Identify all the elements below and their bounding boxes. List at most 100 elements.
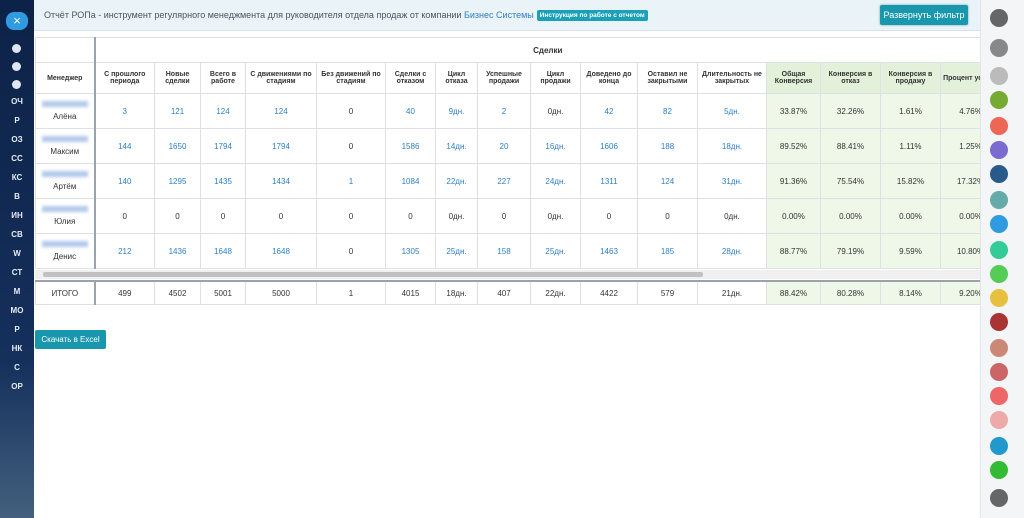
data-cell[interactable]: 1435	[200, 163, 246, 199]
data-cell[interactable]: 124	[637, 163, 698, 199]
data-cell[interactable]: 140	[94, 163, 155, 199]
data-cell[interactable]: 121	[154, 93, 201, 129]
data-cell: 0.00%	[766, 198, 821, 234]
data-cell[interactable]: 9дн.	[435, 93, 478, 129]
data-cell[interactable]: 1648	[200, 233, 246, 269]
avatar[interactable]	[990, 117, 1008, 135]
data-cell[interactable]: 28дн.	[697, 233, 767, 269]
data-cell[interactable]: 82	[637, 93, 698, 129]
avatar[interactable]	[990, 289, 1008, 307]
total-table: ИТОГО 499 4502 5001 5000 1 4015 18дн. 407 22дн. 44…	[35, 280, 980, 305]
avatar[interactable]	[990, 191, 1008, 209]
data-cell[interactable]: 18дн.	[697, 128, 767, 164]
avatar[interactable]	[990, 461, 1008, 479]
data-row: Максим 144 1650 1794 1794 0 1586 14дн. 20 16дн. 16…	[35, 128, 980, 164]
data-cell[interactable]: 5дн.	[697, 93, 767, 129]
data-cell: 17.32%	[939, 163, 980, 199]
sidebar-item[interactable]: СТ	[11, 268, 23, 277]
instruction-badge[interactable]: Инструкция по работе с отчетом	[536, 10, 648, 21]
avatar[interactable]	[990, 387, 1008, 405]
sidebar-item[interactable]: М	[13, 287, 21, 296]
avatar[interactable]	[990, 215, 1008, 233]
data-cell[interactable]: 124	[200, 93, 246, 129]
data-cell[interactable]: 20	[477, 128, 531, 164]
sidebar-item[interactable]: ОЗ	[11, 135, 23, 144]
data-cell[interactable]: 2	[477, 93, 531, 129]
avatar[interactable]	[990, 165, 1008, 183]
data-cell[interactable]: 1311	[580, 163, 638, 199]
close-button[interactable]: ×	[6, 12, 28, 30]
data-cell[interactable]: 1648	[245, 233, 317, 269]
avatar[interactable]	[990, 265, 1008, 283]
avatar[interactable]	[990, 9, 1008, 27]
scrollbar[interactable]	[35, 270, 980, 279]
avatar[interactable]	[990, 313, 1008, 331]
data-cell[interactable]: 14дн.	[435, 128, 478, 164]
header: Отчёт РОПа - инструмент регулярного мене…	[34, 0, 980, 31]
data-cell[interactable]: 158	[477, 233, 531, 269]
sidebar-item[interactable]: ИН	[11, 211, 23, 220]
data-cell[interactable]: 1295	[154, 163, 201, 199]
avatar[interactable]	[990, 339, 1008, 357]
avatar[interactable]	[990, 489, 1008, 507]
avatar[interactable]	[990, 39, 1008, 57]
data-cell[interactable]: 188	[637, 128, 698, 164]
sidebar-item[interactable]: ОЧ	[11, 97, 23, 106]
data-cell[interactable]: 1794	[200, 128, 246, 164]
company-link[interactable]: Бизнес Системы	[464, 10, 534, 20]
avatar[interactable]	[990, 67, 1008, 85]
data-cell[interactable]: 1586	[385, 128, 436, 164]
data-row: Денис 212 1436 1648 1648 0 1305 25дн. 158 25дн. 14…	[35, 233, 980, 269]
data-cell[interactable]: 212	[94, 233, 155, 269]
avatar[interactable]	[990, 363, 1008, 381]
data-cell[interactable]: 227	[477, 163, 531, 199]
data-cell[interactable]: 1305	[385, 233, 436, 269]
scroll-thumb[interactable]	[43, 272, 703, 277]
avatar[interactable]	[990, 411, 1008, 429]
data-cell[interactable]: 1436	[154, 233, 201, 269]
avatar[interactable]	[990, 241, 1008, 259]
filter-button[interactable]: Развернуть фильтр	[880, 5, 968, 25]
data-cell[interactable]: 124	[245, 93, 317, 129]
data-cell[interactable]: 25дн.	[435, 233, 478, 269]
data-cell[interactable]: 25дн.	[530, 233, 581, 269]
data-cell[interactable]: 1606	[580, 128, 638, 164]
sidebar-item[interactable]: OP	[11, 382, 23, 391]
table-wrap: Сделки Менеджер С прошлого периода Новые сд…	[35, 37, 980, 307]
sidebar-item[interactable]: МО	[10, 306, 24, 315]
sidebar-item[interactable]: Р	[14, 116, 20, 125]
data-cell[interactable]: 1463	[580, 233, 638, 269]
sidebar-item[interactable]: СВ	[11, 230, 23, 239]
excel-button[interactable]: Скачать в Excel	[35, 330, 106, 349]
avatar[interactable]	[990, 91, 1008, 109]
sidebar-item[interactable]: W	[13, 249, 21, 258]
sidebar-item[interactable]: КС	[11, 173, 23, 182]
data-cell[interactable]: 42	[580, 93, 638, 129]
avatar[interactable]	[990, 437, 1008, 455]
sidebar-item[interactable]: С	[14, 363, 20, 372]
column-header: Оставил не закрытыми	[637, 62, 698, 94]
data-cell[interactable]: 1084	[385, 163, 436, 199]
data-cell[interactable]: 40	[385, 93, 436, 129]
data-cell[interactable]: 185	[637, 233, 698, 269]
sidebar-item[interactable]: В	[14, 192, 20, 201]
data-cell[interactable]: 1	[316, 163, 386, 199]
sidebar-item[interactable]: НК	[11, 344, 23, 353]
data-cell[interactable]: 3	[94, 93, 155, 129]
manager-cell: Алёна	[35, 93, 96, 129]
data-cell: 1.61%	[880, 93, 941, 129]
data-cell[interactable]: 1650	[154, 128, 201, 164]
column-header: Конверсия в отказ	[820, 62, 881, 94]
manager-name: Максим	[50, 147, 80, 156]
data-cell[interactable]: 1434	[245, 163, 317, 199]
data-cell[interactable]: 22дн.	[435, 163, 478, 199]
sidebar-item[interactable]: СС	[11, 154, 23, 163]
avatar[interactable]	[990, 141, 1008, 159]
data-cell[interactable]: 1794	[245, 128, 317, 164]
data-cell[interactable]: 31дн.	[697, 163, 767, 199]
data-cell[interactable]: 24дн.	[530, 163, 581, 199]
sidebar-item[interactable]: Р	[14, 325, 20, 334]
data-cell[interactable]: 16дн.	[530, 128, 581, 164]
data-cell: 0.00%	[939, 198, 980, 234]
data-cell[interactable]: 144	[94, 128, 155, 164]
